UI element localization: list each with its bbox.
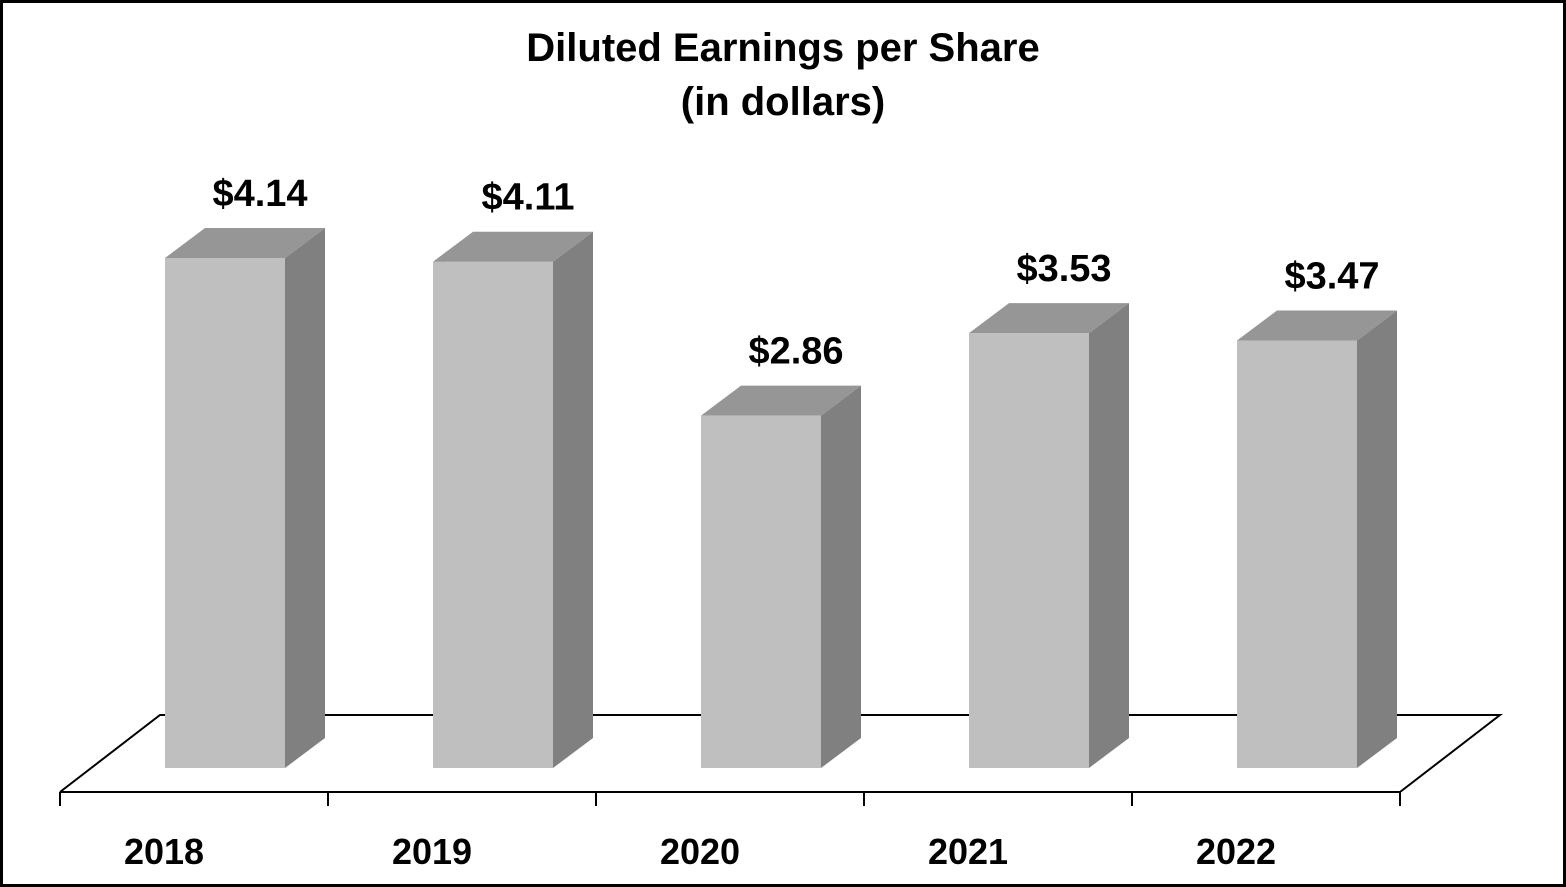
bar-top-2018 bbox=[165, 228, 325, 258]
bar-top-2019 bbox=[433, 231, 593, 262]
bar-top-2021 bbox=[969, 303, 1129, 334]
x-axis-label-2022: 2022 bbox=[1196, 831, 1276, 872]
bar-side-2019 bbox=[553, 231, 593, 768]
chart-title-block: Diluted Earnings per Share (in dollars) bbox=[3, 21, 1563, 129]
bar-side-2022 bbox=[1357, 310, 1397, 768]
chart-title: Diluted Earnings per Share bbox=[526, 26, 1040, 70]
data-label-2019: $4.11 bbox=[482, 177, 575, 219]
x-axis-label-2021: 2021 bbox=[928, 831, 1008, 872]
bar-side-2021 bbox=[1089, 303, 1129, 768]
bar-front-2021 bbox=[969, 333, 1089, 768]
bar-side-2020 bbox=[821, 385, 861, 768]
bar-side-2018 bbox=[285, 228, 325, 768]
x-axis-label-2019: 2019 bbox=[392, 831, 472, 872]
chart-subtitle: (in dollars) bbox=[680, 80, 886, 124]
data-label-2018: $4.14 bbox=[212, 173, 307, 215]
bar-front-2019 bbox=[433, 261, 553, 768]
data-label-2021: $3.53 bbox=[1016, 248, 1111, 290]
data-label-2020: $2.86 bbox=[748, 331, 843, 373]
data-label-2022: $3.47 bbox=[1284, 256, 1379, 298]
bar-top-2022 bbox=[1237, 310, 1397, 341]
bar-top-2020 bbox=[701, 385, 861, 416]
bar-front-2018 bbox=[165, 258, 285, 768]
x-axis-label-2018: 2018 bbox=[124, 831, 204, 872]
x-axis-label-2020: 2020 bbox=[660, 831, 740, 872]
bar-front-2022 bbox=[1237, 340, 1357, 768]
bar-front-2020 bbox=[701, 415, 821, 768]
